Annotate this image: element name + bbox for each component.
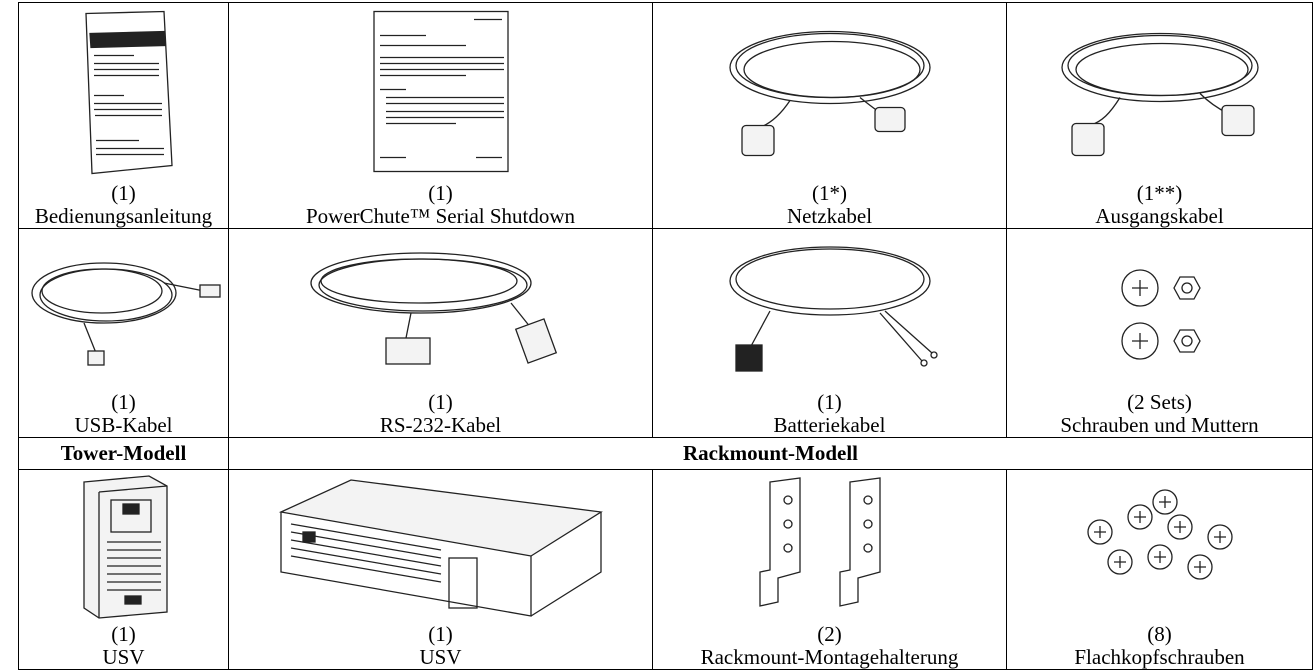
table-cell: (8) Flachkopfschrauben <box>1006 469 1313 670</box>
item-label: Flachkopfschrauben <box>1074 645 1245 669</box>
rack-ups-illustration <box>278 479 603 617</box>
table-cell: (1) USV <box>228 469 653 670</box>
quantity: (2) <box>817 622 842 646</box>
rs232-cable-illustration <box>309 252 557 365</box>
quantity: (8) <box>1147 622 1172 646</box>
table-cell: (1) RS-232-Kabel <box>228 228 653 438</box>
item-label: USB-Kabel <box>74 413 173 437</box>
quantity: (1) <box>817 390 842 414</box>
output-cord-illustration <box>1060 32 1259 157</box>
item-label: Netzkabel <box>786 204 873 228</box>
quantity: (1) <box>428 622 453 646</box>
table-cell: (1*) Netzkabel <box>652 2 1007 229</box>
item-label: USV <box>419 645 462 669</box>
table-cell: (1) Bedienungsanleitung <box>18 2 229 229</box>
table-cell: (1) Batteriekabel <box>652 228 1007 438</box>
table-cell: (1) PowerChute™ Serial Shutdown <box>228 2 653 229</box>
usb-cable-illustration <box>30 262 221 366</box>
battery-cable-illustration <box>728 246 938 372</box>
quantity: (1) <box>428 181 453 205</box>
item-label: Rackmount-Montagehalterung <box>700 645 959 669</box>
contents-table: (1) Bedienungsanleitung (1) PowerChute™ … <box>18 2 1313 670</box>
brackets-illustration <box>758 477 881 607</box>
table-cell: (2 Sets) Schrauben und Muttern <box>1006 228 1313 438</box>
table-cell: (2) Rackmount-Montagehalterung <box>652 469 1007 670</box>
table-cell: (1) USV <box>18 469 229 670</box>
item-label: Batteriekabel <box>773 413 886 437</box>
item-label: USV <box>102 645 145 669</box>
table-row: (1) USB-Kabel (1) RS-232-Kabel (1) Batte… <box>18 228 1313 438</box>
quantity: (1) <box>111 390 136 414</box>
quantity: (1*) <box>812 181 847 205</box>
item-label: RS-232-Kabel <box>379 413 502 437</box>
item-label: Ausgangskabel <box>1095 204 1224 228</box>
quantity: (1) <box>111 181 136 205</box>
table-row: (1) Bedienungsanleitung (1) PowerChute™ … <box>18 2 1313 229</box>
section-header: Tower-Modell <box>18 437 229 470</box>
quantity: (1**) <box>1136 181 1183 205</box>
flat-screws-illustration <box>1086 489 1233 580</box>
table-cell: (1**) Ausgangskabel <box>1006 2 1313 229</box>
quantity: (2 Sets) <box>1127 390 1192 414</box>
section-header: Rackmount-Modell <box>228 437 1313 470</box>
power-cord-illustration <box>728 30 931 157</box>
table-row: Tower-Modell Rackmount-Modell <box>18 437 1313 470</box>
item-label: PowerChute™ Serial Shutdown <box>305 204 576 228</box>
manual-illustration <box>84 10 173 175</box>
screws-nuts-illustration <box>1120 269 1201 360</box>
table-cell: (1) USB-Kabel <box>18 228 229 438</box>
letter-illustration <box>372 10 509 173</box>
table-row: (1) USV (1) USV (2) Rackmount-Montagehal… <box>18 469 1313 670</box>
item-label: Bedienungsanleitung <box>34 204 213 228</box>
tower-ups-illustration <box>82 475 168 619</box>
quantity: (1) <box>111 622 136 646</box>
item-label: Schrauben und Muttern <box>1060 413 1259 437</box>
quantity: (1) <box>428 390 453 414</box>
